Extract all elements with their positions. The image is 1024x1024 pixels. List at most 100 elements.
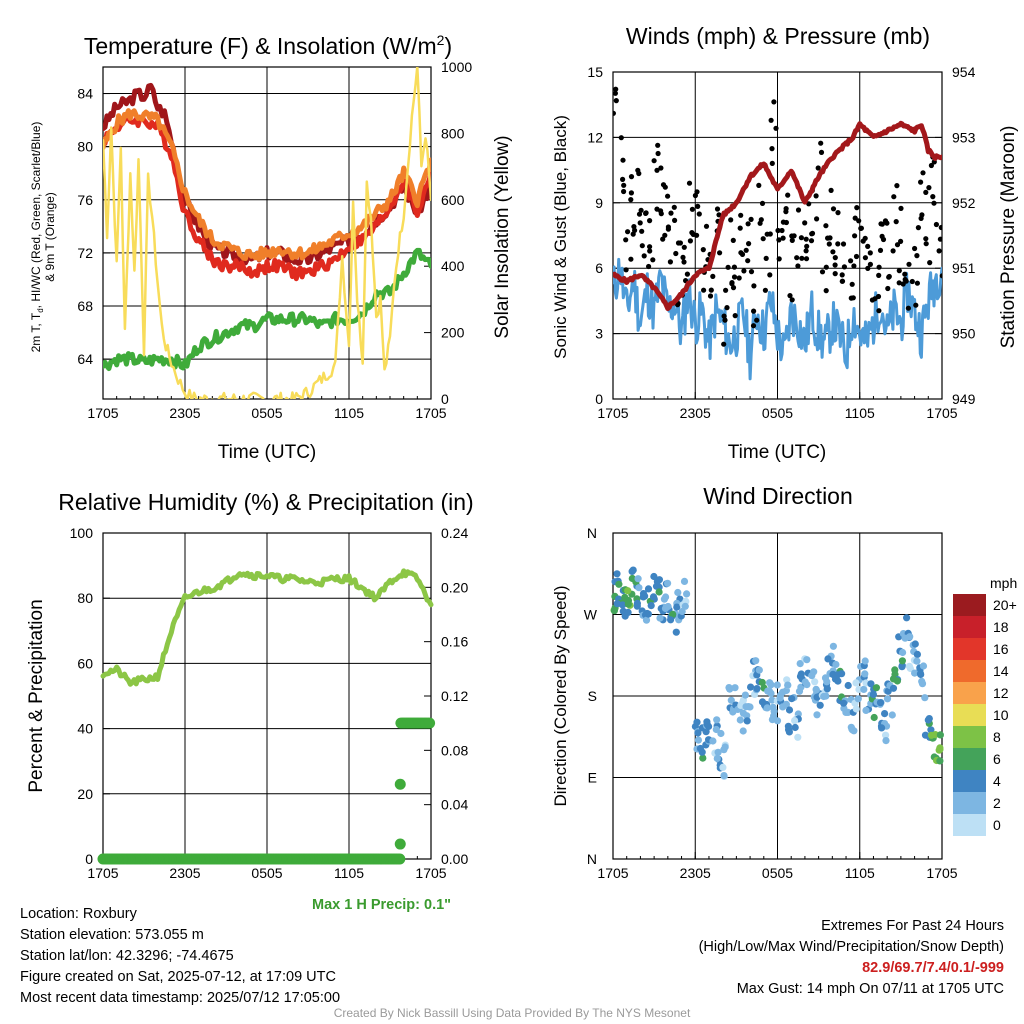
gust-point xyxy=(769,146,775,152)
x-tick-label: 1705 xyxy=(87,865,118,881)
temperature-panel: Temperature (F) & Insolation (W/m2) 64 68… xyxy=(29,32,513,463)
gust-point xyxy=(783,209,789,215)
direction-point xyxy=(766,679,774,687)
rh-panel-title: Relative Humidity (%) & Precipitation (i… xyxy=(58,489,473,515)
gust-point xyxy=(785,192,791,198)
direction-point xyxy=(854,695,862,703)
direction-point xyxy=(755,666,763,674)
direction-point xyxy=(743,712,751,720)
gust-point xyxy=(748,216,754,222)
y2-tick-label: 951 xyxy=(952,260,976,276)
gust-point xyxy=(939,273,942,279)
gust-point xyxy=(894,183,900,189)
gust-point xyxy=(671,204,677,210)
gust-point xyxy=(722,317,728,323)
gust-point xyxy=(658,165,664,171)
gust-point xyxy=(771,99,777,105)
gust-point xyxy=(918,179,924,185)
y2-tick-label: 800 xyxy=(441,125,465,141)
gust-point xyxy=(909,278,915,285)
gust-point xyxy=(798,235,805,241)
gust-point xyxy=(923,236,929,242)
y-tick-label: 0 xyxy=(85,851,93,867)
legend-label: 16 xyxy=(993,641,1009,657)
gust-point xyxy=(826,241,832,247)
gust-point xyxy=(748,269,755,275)
gust-point xyxy=(613,98,619,104)
direction-point xyxy=(758,678,766,687)
y2-tick-label: 949 xyxy=(952,391,976,407)
direction-point xyxy=(674,588,682,597)
gust-point xyxy=(773,125,779,131)
direction-point xyxy=(739,727,747,735)
gust-point xyxy=(724,305,730,311)
gust-point xyxy=(803,256,810,262)
gust-point xyxy=(628,197,634,203)
gust-point xyxy=(819,269,826,275)
y2-tick-label: 0.12 xyxy=(441,688,468,704)
gust-point xyxy=(639,228,645,234)
y-tick-label: 9 xyxy=(595,195,603,211)
legend-label: 0 xyxy=(993,817,1001,833)
gust-point xyxy=(853,253,860,260)
gust-point xyxy=(835,210,841,216)
direction-point xyxy=(613,570,621,578)
gust-point xyxy=(938,224,942,231)
gust-point xyxy=(701,287,707,293)
legend-swatch xyxy=(953,704,986,726)
gust-point xyxy=(832,271,838,277)
gust-point xyxy=(884,220,890,226)
direction-point xyxy=(633,599,642,608)
direction-point xyxy=(680,577,689,586)
gust-point xyxy=(689,230,695,236)
gust-point xyxy=(621,188,627,195)
y-tick-label: 80 xyxy=(77,590,93,606)
direction-point xyxy=(848,726,857,734)
gust-point xyxy=(763,255,769,261)
extremes-title: Extremes For Past 24 Hours xyxy=(821,918,1004,934)
gust-point xyxy=(783,219,790,226)
y-tick-label: W xyxy=(584,607,598,623)
gust-point xyxy=(885,285,891,292)
gust-point xyxy=(686,180,693,186)
y2-tick-label: 952 xyxy=(952,195,976,211)
gust-point xyxy=(894,242,901,248)
direction-point xyxy=(725,684,733,692)
gust-point xyxy=(675,302,681,308)
gust-point xyxy=(696,211,702,217)
gust-point xyxy=(850,295,856,301)
y2-tick-label: 0.24 xyxy=(441,525,468,541)
gust-point xyxy=(933,221,940,228)
extremes-subtitle: (High/Low/Max Wind/Precipitation/Snow De… xyxy=(698,939,1004,955)
gust-point xyxy=(915,225,922,231)
figure-created: Figure created on Sat, 2025-07-12, at 17… xyxy=(20,969,336,985)
direction-point xyxy=(667,616,675,624)
precip-point xyxy=(394,778,406,790)
x-tick-label: 1105 xyxy=(334,405,364,421)
gust-point xyxy=(754,317,760,323)
gust-point xyxy=(839,278,845,284)
direction-point xyxy=(812,686,821,694)
direction-point xyxy=(935,746,943,754)
extremes-values: 82.9/69.7/7.4/0.1/-999 xyxy=(862,960,1004,976)
temperature-panel-title: Temperature (F) & Insolation (W/m2) xyxy=(84,32,452,59)
extremes-info: Extremes For Past 24 Hours (High/Low/Max… xyxy=(699,916,1004,1000)
direction-point xyxy=(767,689,775,698)
direction-panel-title: Wind Direction xyxy=(703,483,853,509)
precip-point xyxy=(424,717,436,729)
direction-point xyxy=(768,716,777,724)
gust-point xyxy=(776,237,782,243)
gust-point xyxy=(809,230,816,236)
gust-point xyxy=(902,276,908,283)
direction-point xyxy=(656,614,664,622)
y-tick-label: 20 xyxy=(77,786,93,802)
gust-point xyxy=(789,297,795,303)
gust-point xyxy=(768,117,774,123)
direction-point xyxy=(673,603,681,611)
y-tick-label: 0 xyxy=(595,391,603,407)
direction-point xyxy=(713,754,721,763)
direction-point xyxy=(911,640,919,648)
gust-point xyxy=(913,302,919,308)
gust-point xyxy=(914,280,921,286)
direction-point xyxy=(891,666,899,674)
